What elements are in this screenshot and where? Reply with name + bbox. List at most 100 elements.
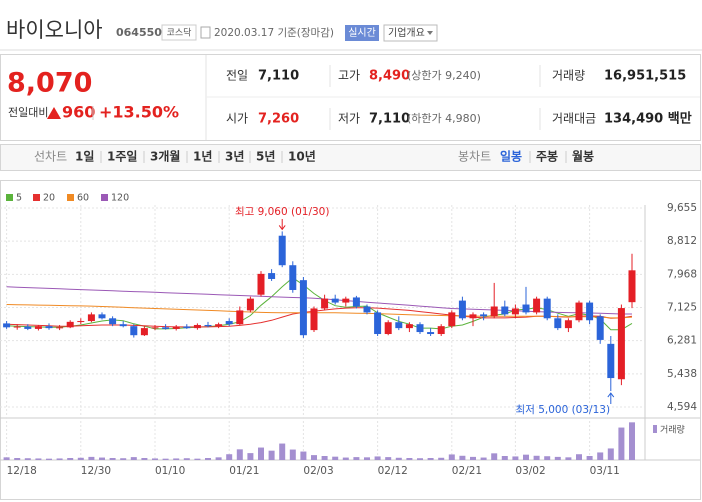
period-tab[interactable]: 일봉 xyxy=(500,150,522,164)
volume-bar xyxy=(268,450,275,460)
candle-body xyxy=(3,323,11,328)
legend-swatch xyxy=(6,194,13,201)
volume-bar xyxy=(395,457,402,460)
candle-body xyxy=(617,308,625,380)
doc-icon xyxy=(200,26,211,39)
volume-bar xyxy=(480,457,487,460)
candle-body xyxy=(236,310,244,325)
candle-body xyxy=(331,298,339,303)
stat-value: 134,490 백만 xyxy=(604,111,692,127)
company-button[interactable] xyxy=(383,24,438,42)
volume-bar xyxy=(24,458,31,460)
candle-body xyxy=(384,322,392,335)
stat-note: (상한가 9,240) xyxy=(407,69,481,82)
candle-body xyxy=(458,300,466,319)
candle-body xyxy=(98,314,106,319)
candle-body xyxy=(299,280,307,336)
candle-body xyxy=(437,326,445,335)
stat-note: (하한가 4,980) xyxy=(407,111,481,125)
range-tab[interactable]: 5년 xyxy=(256,150,275,164)
candle-body xyxy=(374,312,382,335)
range-tab[interactable]: 3년 xyxy=(225,150,244,164)
stock-name: 바이오니아 xyxy=(6,18,103,42)
volume-bar xyxy=(77,457,84,460)
range-tab[interactable]: 1주일 xyxy=(107,150,137,164)
candle-body xyxy=(45,326,53,329)
stock-code: 064550 xyxy=(116,26,162,39)
x-tick-label: 03/11 xyxy=(590,465,620,477)
volume-bar xyxy=(215,457,222,460)
volume-legend: 거래량 xyxy=(660,424,685,436)
y-tick-label: 4,594 xyxy=(667,401,697,413)
legend-label: 120 xyxy=(111,193,129,204)
stat-label: 저가 xyxy=(338,112,360,126)
candle-body xyxy=(342,298,350,303)
chart: 9,655 8,812 7,968 7,125 6,281 5,438 4,594 12/18… xyxy=(0,193,697,477)
volume-bar xyxy=(162,458,169,460)
candle-body xyxy=(268,273,276,279)
candle-chart-label: 봉차트 xyxy=(458,150,491,164)
candle-body xyxy=(596,316,604,340)
candle-body xyxy=(310,308,318,331)
y-tick-label: 8,812 xyxy=(667,235,697,247)
x-tick-label: 02/21 xyxy=(452,465,482,477)
candle-body xyxy=(480,314,488,317)
annotation-arrowhead xyxy=(278,225,286,231)
candle-body xyxy=(13,326,21,328)
volume-bar xyxy=(130,457,137,460)
volume-bar xyxy=(173,458,180,460)
change-label: 전일대비 xyxy=(8,105,48,119)
candle-body xyxy=(119,324,127,327)
candle-body xyxy=(24,326,32,329)
candle-body xyxy=(448,312,456,327)
volume-bar xyxy=(586,456,593,460)
candle-body xyxy=(257,273,265,295)
realtime-button[interactable] xyxy=(345,25,379,41)
candle-body xyxy=(66,321,74,328)
candle-body xyxy=(278,235,286,266)
company[interactable]: 기업개요 xyxy=(388,26,425,39)
stat-value: 7,110 xyxy=(258,69,299,84)
candle-body xyxy=(56,327,64,329)
candle-body xyxy=(140,328,148,336)
range-tab[interactable]: 3개월 xyxy=(150,149,180,164)
stat-label: 거래대금 xyxy=(552,112,596,126)
candle-body xyxy=(151,327,159,329)
y-tick-label: 9,655 xyxy=(667,202,697,214)
candle-body xyxy=(405,324,413,329)
realtime[interactable]: 실시간 xyxy=(348,27,376,39)
volume-bar xyxy=(342,457,349,460)
volume-bar xyxy=(88,456,95,460)
stat-value: 8,490 xyxy=(369,69,410,84)
volume-bar xyxy=(523,454,529,460)
candle-body xyxy=(575,302,583,321)
period-tab[interactable]: 주봉 xyxy=(536,150,558,164)
legend-label: 5 xyxy=(16,193,22,204)
price: 8,070 xyxy=(7,68,92,99)
stat-label: 거래량 xyxy=(552,69,585,83)
candle-body xyxy=(204,324,212,327)
candle-body xyxy=(501,306,509,315)
candle-body xyxy=(183,326,191,329)
volume-bar xyxy=(501,456,508,460)
moving-average xyxy=(6,307,633,328)
volume-bar xyxy=(353,457,360,460)
volume-bar xyxy=(141,458,148,460)
volume-bar xyxy=(576,454,582,460)
volume-bar xyxy=(459,455,466,460)
range-tab[interactable]: 10년 xyxy=(288,150,316,164)
volume-bar xyxy=(470,456,476,460)
volume-bar xyxy=(56,458,63,460)
volume-bar xyxy=(321,456,328,460)
candle-body xyxy=(395,322,403,329)
y-tick-label: 7,968 xyxy=(667,268,697,280)
range-tab[interactable]: 1일 xyxy=(75,150,94,164)
period-tab[interactable]: 월봉 xyxy=(572,149,594,164)
legend-swatch xyxy=(653,425,657,433)
x-tick-label: 03/02 xyxy=(515,465,545,477)
stat-value: 7,110 xyxy=(369,112,410,127)
range-tab[interactable]: 1년 xyxy=(193,150,212,164)
volume-bar xyxy=(406,458,413,460)
stat-label: 시가 xyxy=(226,112,248,126)
stat-value: 16,951,515 xyxy=(604,69,686,84)
